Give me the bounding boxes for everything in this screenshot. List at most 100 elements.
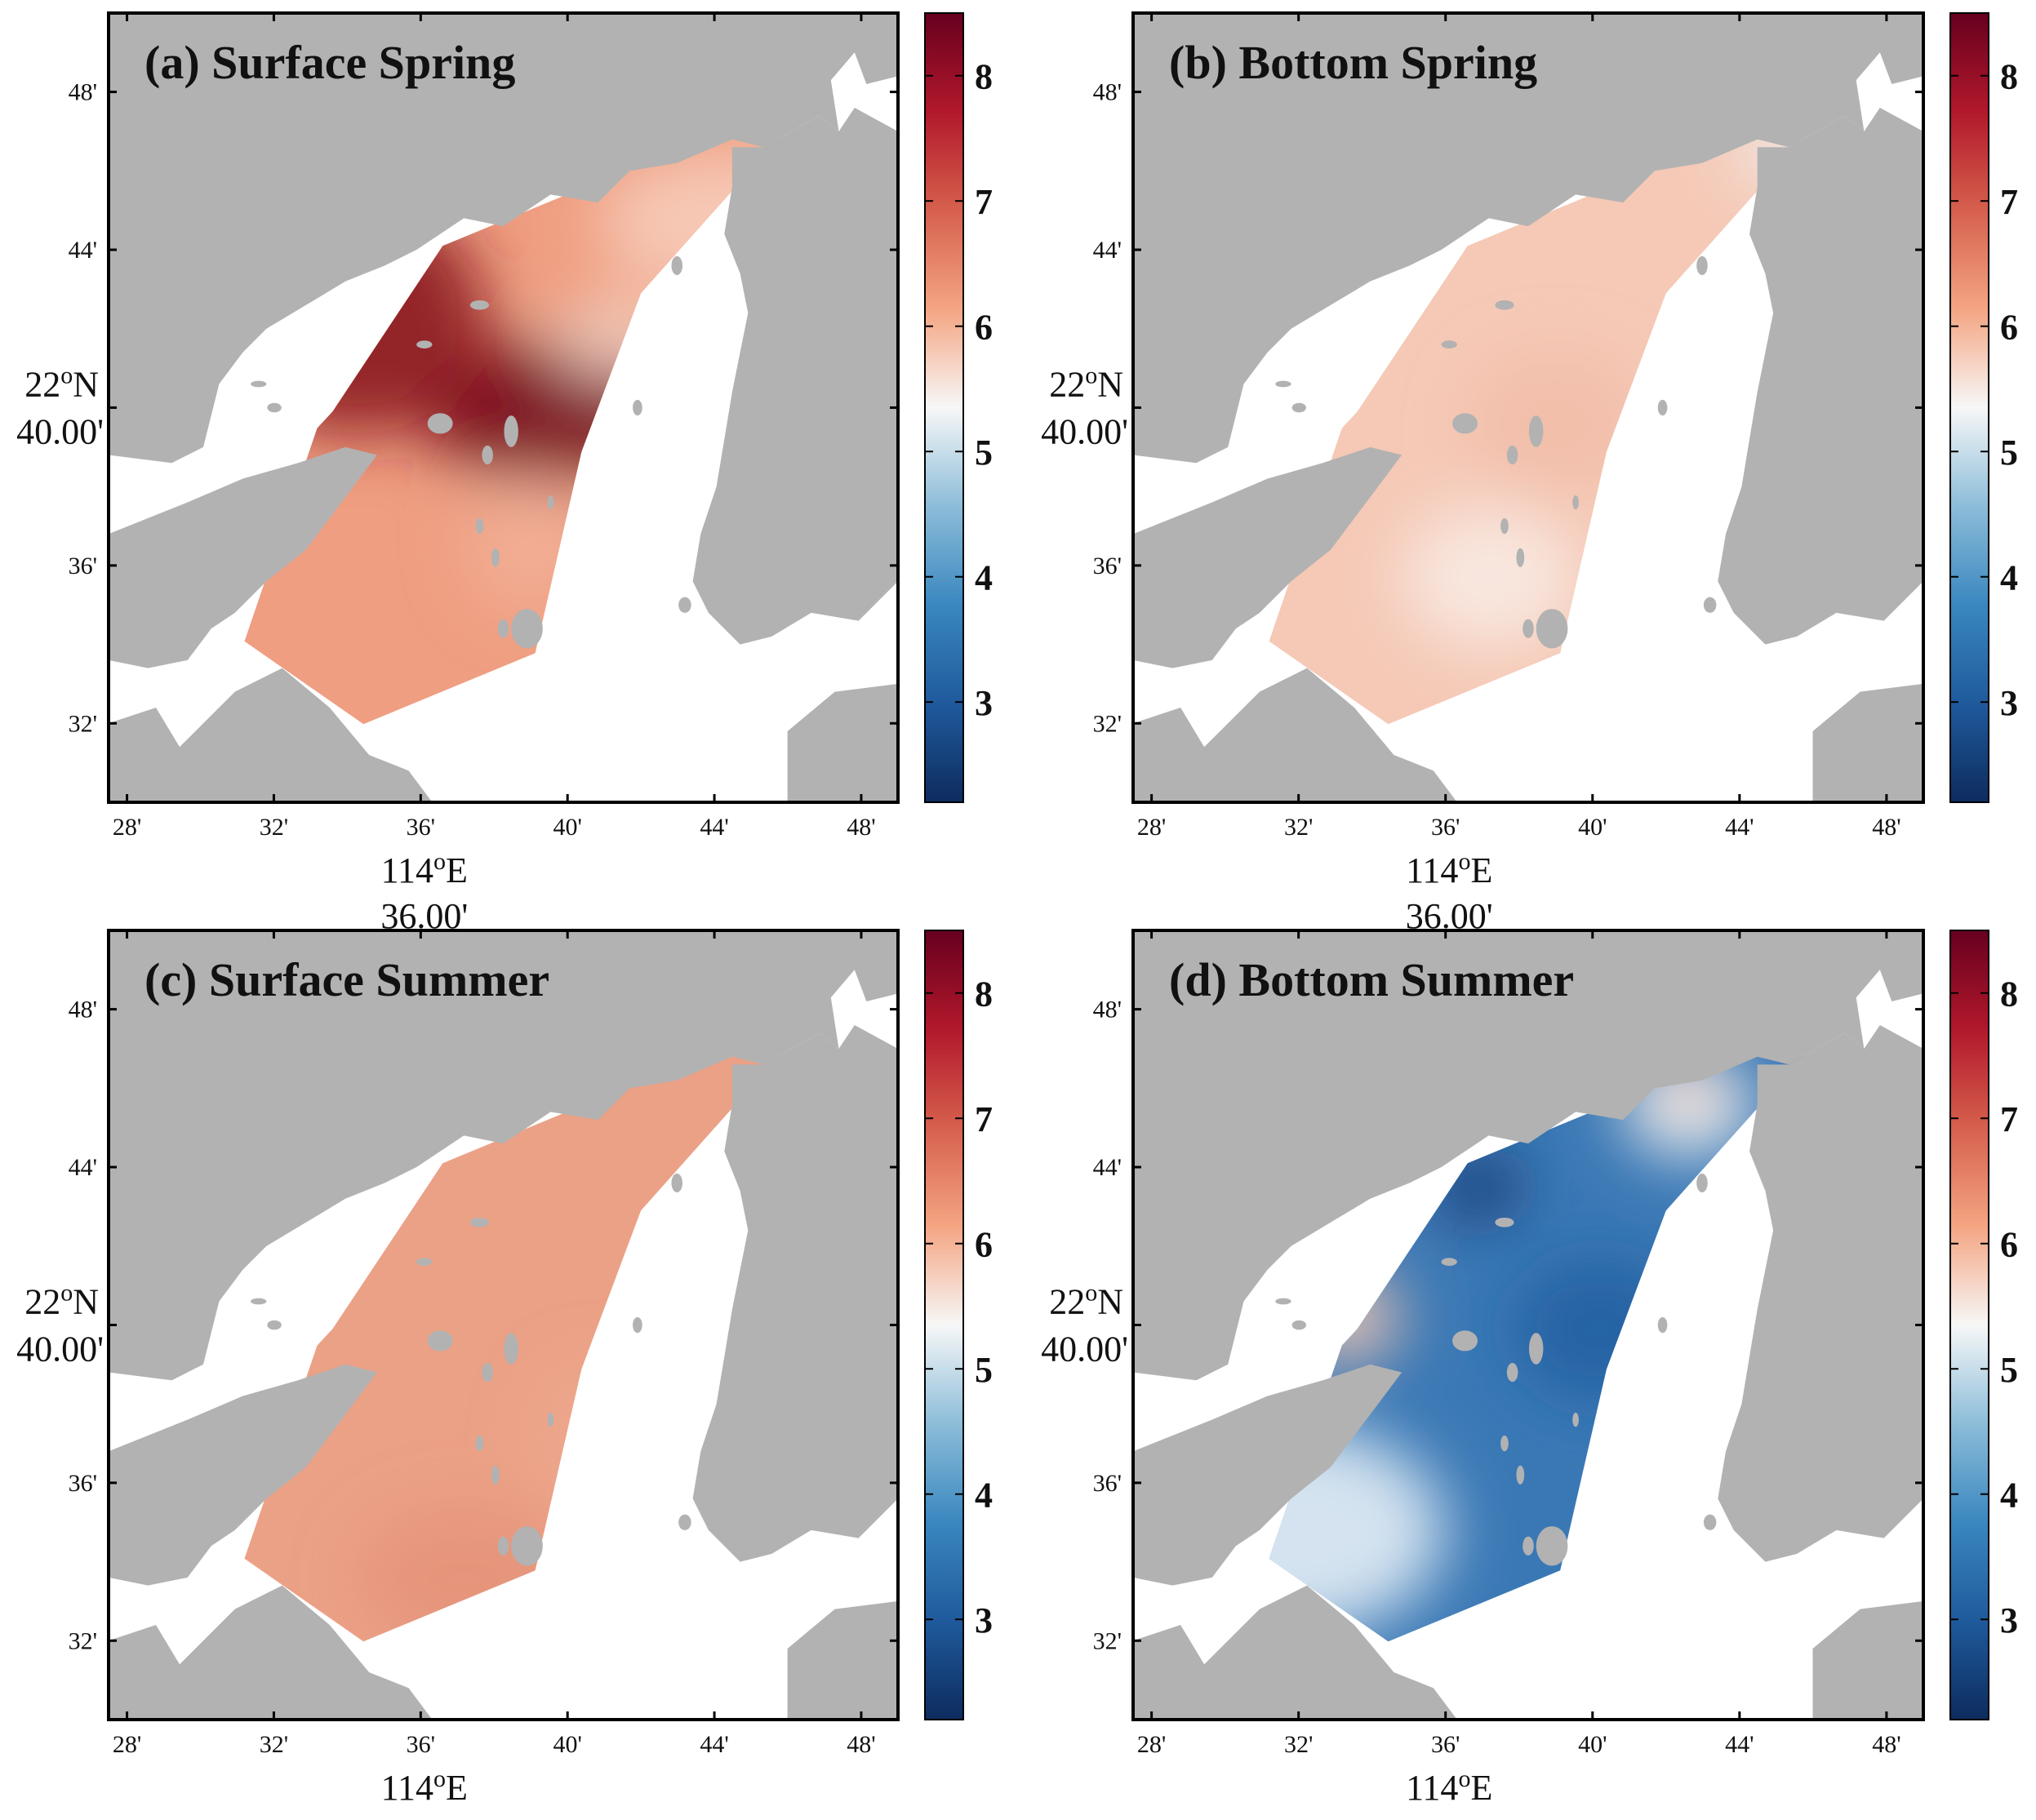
y-tick-label: 48' bbox=[69, 79, 97, 106]
land-mass bbox=[1133, 1364, 1403, 1586]
x-tick-label: 48' bbox=[847, 1731, 875, 1758]
island bbox=[475, 1435, 484, 1452]
island bbox=[678, 1514, 691, 1530]
colorbar-ramp bbox=[924, 930, 964, 1720]
y-tick-label: 44' bbox=[69, 237, 97, 264]
colorbar-tick-label: 7 bbox=[975, 182, 993, 222]
x-tick-label: 32' bbox=[1284, 1731, 1313, 1758]
x-tick-label: 40' bbox=[553, 814, 581, 841]
island bbox=[671, 255, 683, 276]
land-mass bbox=[109, 1364, 377, 1586]
x-axis-minutes: 36.00' bbox=[1406, 1813, 1493, 1820]
x-tick-label: 44' bbox=[700, 1731, 728, 1758]
y-tick-label: 44' bbox=[1093, 237, 1122, 264]
island bbox=[1516, 1465, 1525, 1485]
island bbox=[491, 548, 500, 567]
y-axis-minutes: 40.00' bbox=[16, 411, 104, 451]
island bbox=[1495, 1217, 1514, 1227]
island bbox=[475, 517, 484, 535]
land-mass bbox=[109, 13, 898, 464]
panel-title: (c) Surface Summer bbox=[144, 953, 549, 1006]
island bbox=[1495, 300, 1514, 310]
colorbar-tick-label: 6 bbox=[2000, 1225, 2018, 1265]
x-tick-label: 28' bbox=[1137, 814, 1166, 841]
colorbar-tick-label: 8 bbox=[975, 57, 993, 97]
x-tick-label: 44' bbox=[1725, 814, 1754, 841]
island bbox=[427, 1330, 453, 1352]
island bbox=[497, 1536, 509, 1556]
x-tick-label: 36' bbox=[1431, 814, 1460, 841]
colorbar-tick-label: 5 bbox=[2000, 1350, 2018, 1390]
island bbox=[1696, 1173, 1708, 1193]
colorbar-tick-label: 5 bbox=[975, 433, 993, 473]
y-axis-label: 22oN bbox=[24, 1279, 99, 1321]
land-mass bbox=[109, 446, 377, 668]
y-tick-label: 36' bbox=[69, 1470, 97, 1497]
island bbox=[427, 413, 453, 434]
island bbox=[1528, 415, 1544, 447]
field-blob bbox=[1401, 506, 1578, 649]
island bbox=[267, 402, 282, 413]
island bbox=[1506, 1362, 1518, 1383]
y-tick-label: 36' bbox=[69, 553, 97, 579]
x-tick-label: 36' bbox=[407, 814, 435, 841]
x-tick-label: 48' bbox=[1872, 1731, 1900, 1758]
island bbox=[1696, 255, 1708, 276]
land-mass bbox=[1133, 13, 1923, 464]
land-mass bbox=[109, 930, 898, 1381]
colorbar-tick-label: 6 bbox=[2000, 308, 2018, 348]
colorbar-tick-label: 3 bbox=[2000, 1600, 2018, 1640]
island bbox=[1536, 609, 1568, 649]
colorbar-ramp bbox=[924, 12, 964, 803]
land-mass bbox=[1718, 1025, 1923, 1562]
island bbox=[1452, 1330, 1478, 1352]
land-mass bbox=[1133, 446, 1403, 668]
island bbox=[1500, 517, 1509, 535]
land-mass bbox=[787, 1600, 898, 1720]
island bbox=[251, 380, 267, 388]
island bbox=[1523, 619, 1534, 638]
x-tick-label: 48' bbox=[1872, 814, 1900, 841]
colorbar-tick-label: 6 bbox=[975, 1225, 993, 1265]
x-tick-label: 48' bbox=[847, 814, 875, 841]
colorbar-tick-label: 6 bbox=[975, 308, 993, 348]
y-axis-label: 22oN bbox=[1049, 362, 1123, 404]
island bbox=[416, 340, 433, 348]
island bbox=[1441, 340, 1457, 348]
land-mass bbox=[692, 108, 898, 645]
x-tick-label: 28' bbox=[1137, 1731, 1166, 1758]
island bbox=[1657, 399, 1668, 416]
colorbar-tick-label: 4 bbox=[2000, 1476, 2018, 1516]
x-axis-label: 114oE bbox=[1406, 848, 1492, 890]
colorbar-tick-label: 7 bbox=[2000, 182, 2018, 222]
colorbar-d: 3 4 5 6 7 8 bbox=[1949, 930, 2018, 1720]
island bbox=[504, 1333, 518, 1365]
map-panel-a: (a) Surface Spring 28' 32' 36' 40' 44' 48' 32' 3… bbox=[16, 11, 900, 936]
x-tick-label: 32' bbox=[260, 1731, 288, 1758]
y-tick-label: 44' bbox=[69, 1154, 97, 1181]
y-tick-label: 32' bbox=[69, 710, 97, 737]
colorbar-tick-label: 5 bbox=[2000, 433, 2018, 473]
y-tick-label: 48' bbox=[1093, 79, 1122, 106]
island bbox=[482, 1362, 493, 1383]
x-axis-label: 114oE bbox=[381, 1765, 468, 1808]
colorbar-tick-label: 4 bbox=[975, 1476, 993, 1516]
y-axis-label: 22oN bbox=[1049, 1279, 1123, 1321]
island bbox=[251, 1298, 267, 1305]
y-tick-label: 32' bbox=[1093, 710, 1122, 737]
land-mass bbox=[1718, 108, 1923, 645]
land-mass bbox=[1133, 1585, 1457, 1720]
map-panel-d: (d) Bottom Summer 28' 32' 36' 40' 44' 48' 32' 36… bbox=[1041, 929, 1925, 1820]
island bbox=[1291, 1320, 1306, 1330]
x-axis-minutes: 36.00' bbox=[380, 1813, 468, 1820]
y-tick-label: 44' bbox=[1093, 1154, 1122, 1181]
x-tick-label: 28' bbox=[113, 814, 141, 841]
island bbox=[1657, 1316, 1668, 1334]
x-tick-label: 40' bbox=[553, 1731, 581, 1758]
x-tick-label: 44' bbox=[1725, 1731, 1754, 1758]
colorbar-ramp bbox=[1949, 930, 1989, 1720]
panel-title: (b) Bottom Spring bbox=[1169, 36, 1537, 89]
island bbox=[678, 597, 691, 613]
land-mass bbox=[1133, 930, 1923, 1381]
